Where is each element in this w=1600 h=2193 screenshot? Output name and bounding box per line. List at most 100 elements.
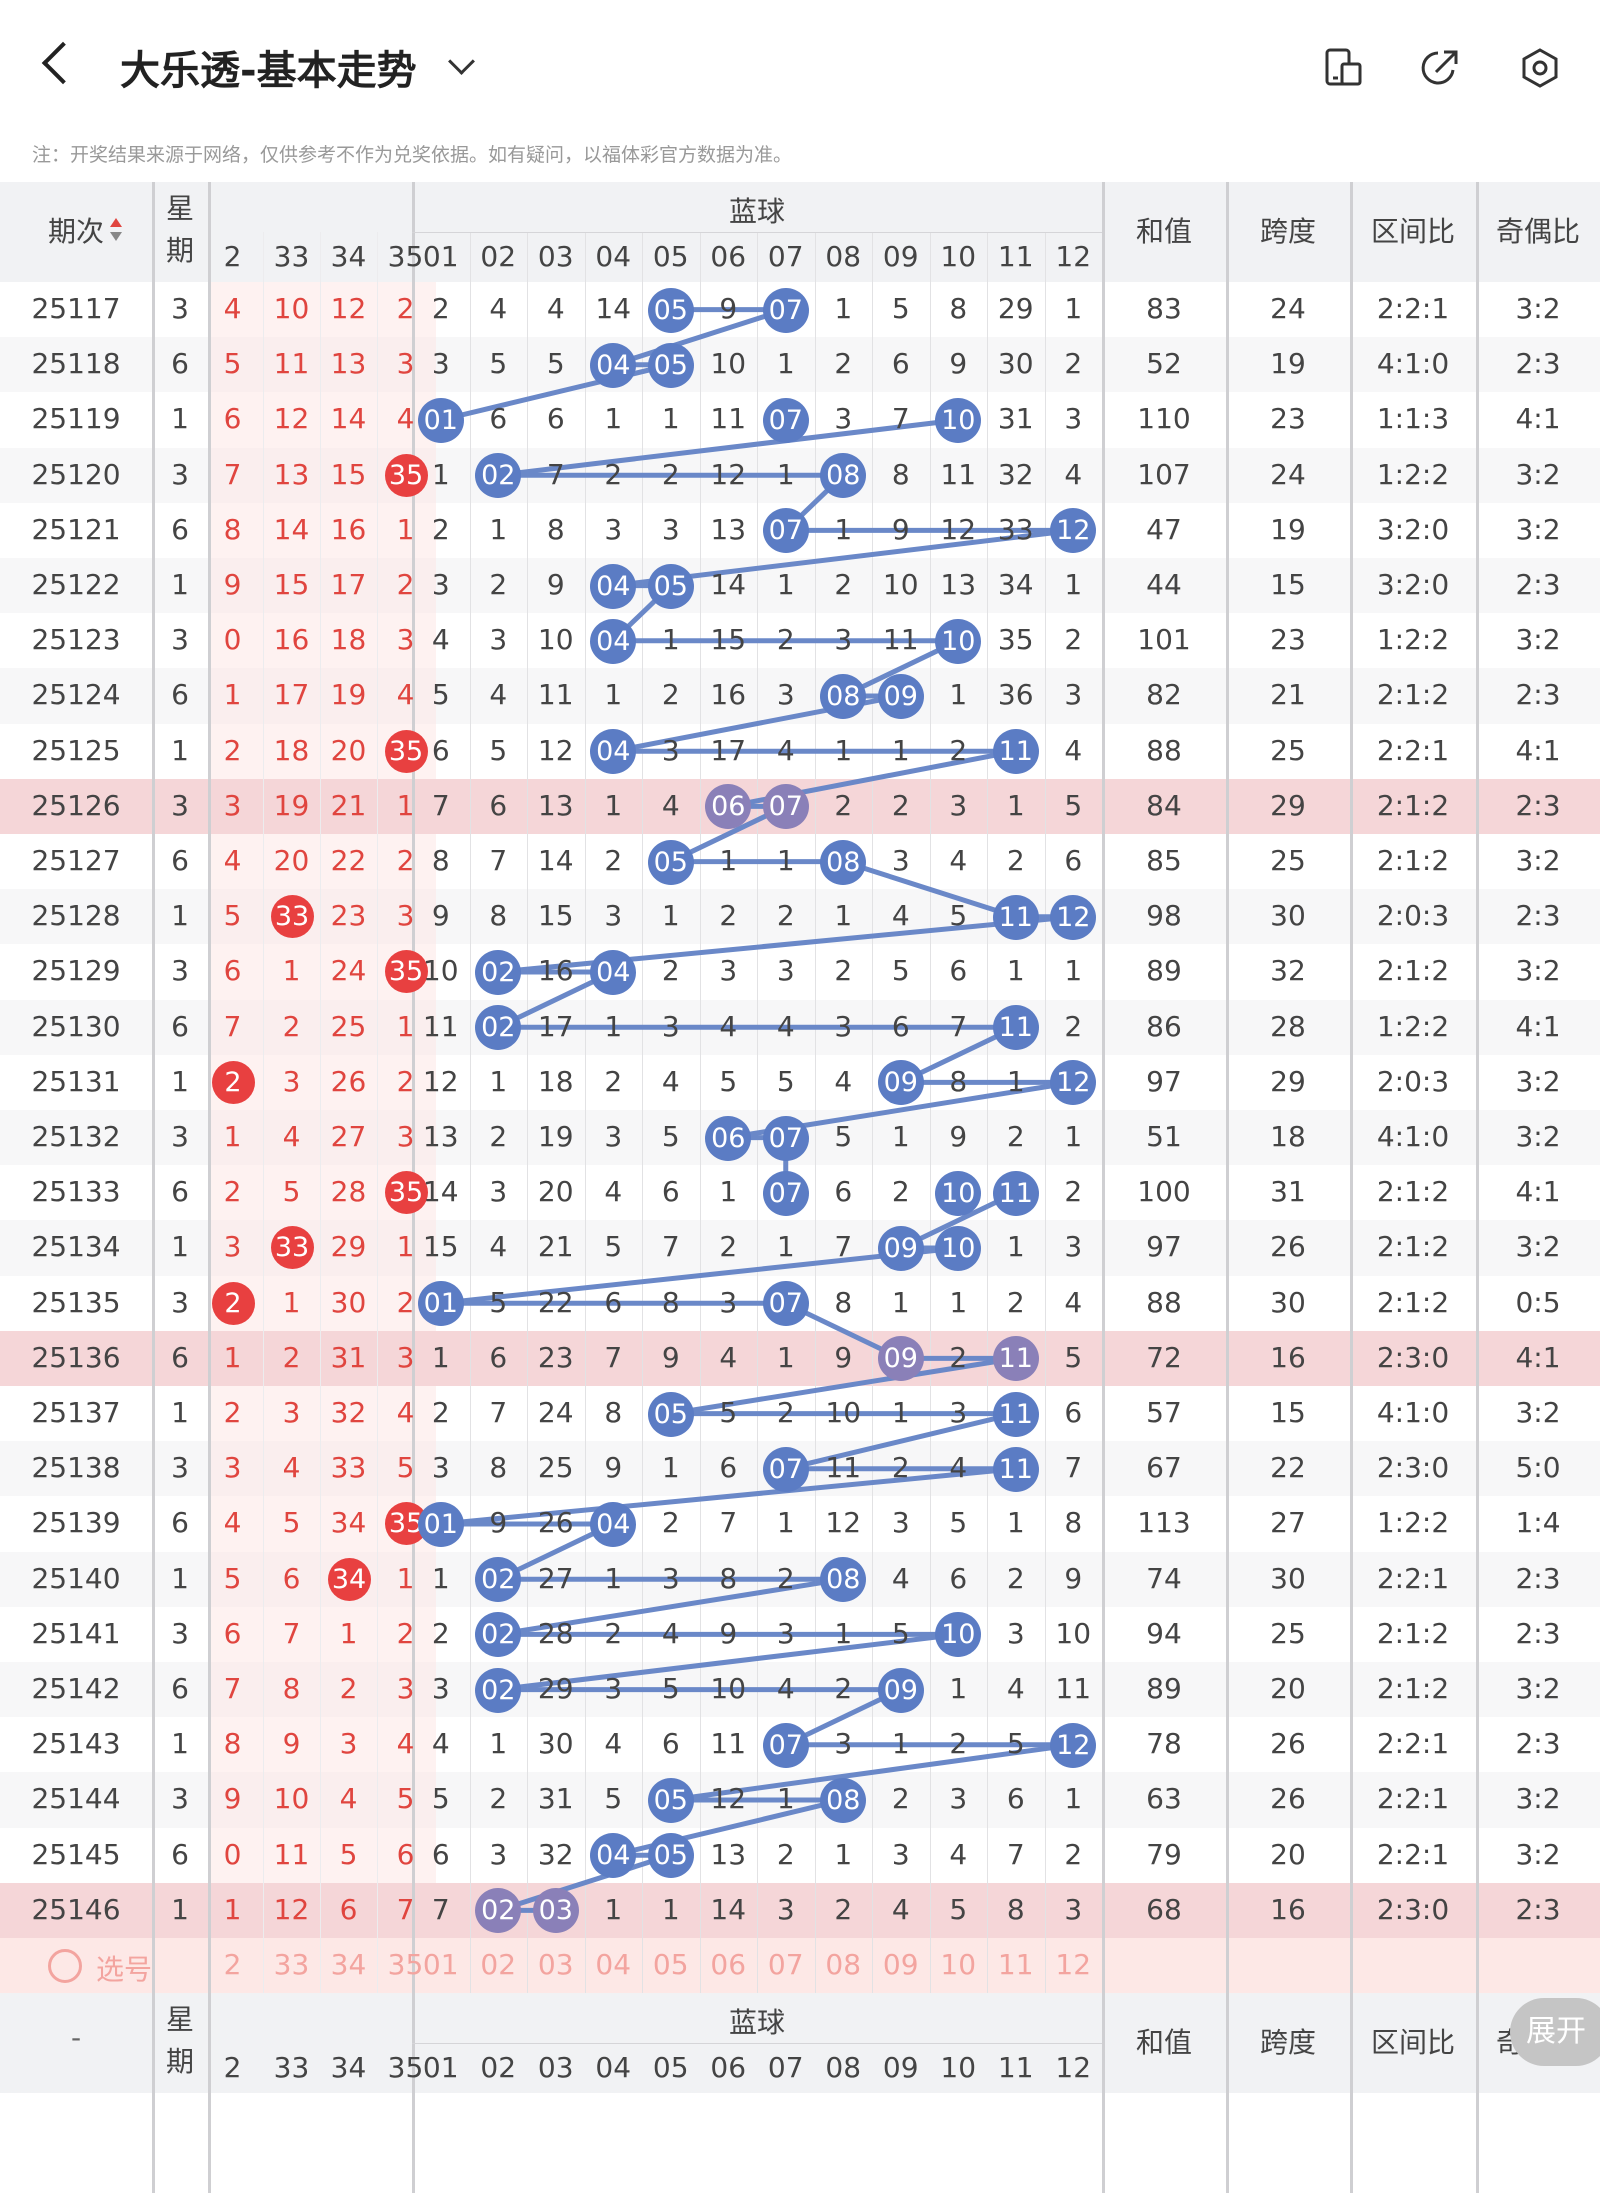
pick-red-number[interactable]: 2 bbox=[223, 1948, 242, 1981]
phone-icon[interactable] bbox=[1324, 48, 1364, 88]
blue-ball[interactable]: 02 bbox=[475, 1005, 522, 1051]
blue-ball[interactable]: 11 bbox=[992, 1391, 1039, 1437]
blue-ball[interactable]: 01 bbox=[417, 398, 464, 443]
sort-icon[interactable] bbox=[110, 232, 122, 241]
blue-ball[interactable]: 11 bbox=[992, 1336, 1039, 1382]
blue-ball[interactable]: 09 bbox=[877, 674, 924, 719]
red-ball[interactable]: 35 bbox=[384, 453, 428, 497]
blue-ball[interactable]: 05 bbox=[647, 1833, 694, 1879]
blue-ball[interactable]: 12 bbox=[1050, 1722, 1097, 1768]
blue-ball[interactable]: 07 bbox=[762, 784, 809, 830]
blue-ball[interactable]: 10 bbox=[935, 1226, 982, 1271]
pick-blue-number[interactable]: 12 bbox=[1055, 1948, 1092, 1981]
red-ball[interactable]: 35 bbox=[384, 729, 428, 773]
blue-ball[interactable]: 04 bbox=[590, 1502, 637, 1547]
blue-ball[interactable]: 10 bbox=[935, 398, 982, 443]
sort-icon[interactable] bbox=[110, 218, 122, 227]
blue-ball[interactable]: 08 bbox=[820, 453, 867, 499]
pick-red-number[interactable]: 33 bbox=[273, 1948, 310, 1981]
pick-blue-number[interactable]: 03 bbox=[537, 1948, 574, 1981]
blue-ball[interactable]: 06 bbox=[705, 784, 752, 830]
pick-blue-number[interactable]: 09 bbox=[882, 1948, 919, 1981]
blue-ball[interactable]: 02 bbox=[475, 453, 522, 499]
blue-ball[interactable]: 12 bbox=[1050, 894, 1097, 940]
settings-icon[interactable] bbox=[1520, 48, 1560, 88]
blue-ball[interactable]: 07 bbox=[762, 1115, 809, 1161]
pick-row[interactable] bbox=[0, 1938, 1600, 1994]
blue-ball[interactable]: 04 bbox=[590, 729, 637, 775]
pick-red-number[interactable]: 35 bbox=[387, 1948, 424, 1981]
blue-ball[interactable]: 07 bbox=[762, 1170, 809, 1216]
blue-ball[interactable]: 09 bbox=[877, 1667, 924, 1713]
share-icon[interactable] bbox=[1420, 48, 1460, 88]
blue-ball[interactable]: 08 bbox=[820, 1557, 867, 1603]
blue-ball[interactable]: 02 bbox=[475, 1888, 522, 1934]
red-ball[interactable]: 35 bbox=[384, 1171, 428, 1215]
pick-blue-number[interactable]: 04 bbox=[595, 1948, 632, 1981]
table-row[interactable] bbox=[0, 1330, 1600, 1386]
blue-ball[interactable]: 03 bbox=[532, 1888, 579, 1934]
red-ball[interactable]: 2 bbox=[211, 1060, 255, 1104]
blue-ball[interactable]: 02 bbox=[475, 1557, 522, 1603]
blue-ball[interactable]: 09 bbox=[877, 1336, 924, 1382]
table-row[interactable] bbox=[0, 1882, 1600, 1938]
blue-ball[interactable]: 04 bbox=[590, 342, 637, 388]
blue-ball[interactable]: 10 bbox=[935, 1170, 982, 1216]
blue-ball[interactable]: 01 bbox=[417, 1281, 464, 1327]
blue-ball[interactable]: 08 bbox=[820, 839, 867, 885]
blue-ball[interactable]: 12 bbox=[1050, 1060, 1097, 1106]
back-icon[interactable] bbox=[41, 41, 85, 85]
red-ball[interactable]: 2 bbox=[211, 1281, 255, 1325]
period-header[interactable]: 期次 bbox=[47, 215, 104, 248]
blue-ball[interactable]: 05 bbox=[647, 287, 694, 333]
blue-ball[interactable]: 08 bbox=[820, 674, 867, 719]
red-ball[interactable]: 35 bbox=[384, 950, 428, 994]
blue-ball[interactable]: 11 bbox=[992, 894, 1039, 940]
blue-ball[interactable]: 04 bbox=[590, 1833, 637, 1879]
blue-ball[interactable]: 04 bbox=[590, 950, 637, 995]
blue-ball[interactable]: 09 bbox=[877, 1226, 924, 1271]
pick-blue-number[interactable]: 06 bbox=[710, 1948, 747, 1981]
blue-ball[interactable]: 04 bbox=[590, 618, 637, 664]
red-ball[interactable]: 33 bbox=[270, 895, 314, 939]
blue-ball[interactable]: 10 bbox=[935, 1612, 982, 1658]
pick-red-number[interactable]: 34 bbox=[330, 1948, 367, 1981]
expand-button[interactable]: 展开 bbox=[1510, 1998, 1600, 2066]
blue-ball[interactable]: 07 bbox=[762, 508, 809, 554]
blue-ball[interactable]: 07 bbox=[762, 1446, 809, 1492]
select-label[interactable]: 选号 bbox=[96, 1953, 153, 1986]
select-circle-icon[interactable] bbox=[48, 1949, 82, 1983]
blue-ball[interactable]: 05 bbox=[647, 563, 694, 609]
blue-ball[interactable]: 06 bbox=[705, 1115, 752, 1161]
blue-ball[interactable]: 11 bbox=[992, 1446, 1039, 1492]
pick-blue-number[interactable]: 07 bbox=[767, 1948, 804, 1981]
pick-blue-number[interactable]: 05 bbox=[652, 1948, 689, 1981]
red-ball[interactable]: 33 bbox=[270, 1226, 314, 1270]
blue-ball[interactable]: 08 bbox=[820, 1778, 867, 1823]
blue-ball[interactable]: 02 bbox=[475, 1667, 522, 1713]
pick-blue-number[interactable]: 02 bbox=[480, 1948, 517, 1981]
blue-ball[interactable]: 05 bbox=[647, 1391, 694, 1437]
blue-ball[interactable]: 05 bbox=[647, 342, 694, 388]
pick-blue-number[interactable]: 11 bbox=[997, 1948, 1034, 1981]
blue-ball[interactable]: 04 bbox=[590, 563, 637, 609]
blue-ball[interactable]: 02 bbox=[475, 1612, 522, 1658]
blue-ball[interactable]: 10 bbox=[935, 618, 982, 664]
blue-ball[interactable]: 05 bbox=[647, 839, 694, 885]
blue-ball[interactable]: 01 bbox=[417, 1502, 464, 1547]
blue-ball[interactable]: 09 bbox=[877, 1060, 924, 1106]
blue-ball[interactable]: 07 bbox=[762, 398, 809, 443]
red-ball[interactable]: 34 bbox=[327, 1557, 371, 1601]
blue-ball[interactable]: 12 bbox=[1050, 508, 1097, 554]
page-title[interactable]: 大乐透-基本走势 bbox=[120, 48, 417, 94]
blue-ball[interactable]: 11 bbox=[992, 1170, 1039, 1216]
pick-blue-number[interactable]: 01 bbox=[422, 1948, 459, 1981]
blue-ball[interactable]: 11 bbox=[992, 729, 1039, 775]
blue-ball[interactable]: 07 bbox=[762, 1281, 809, 1327]
blue-ball[interactable]: 02 bbox=[475, 950, 522, 995]
blue-ball[interactable]: 11 bbox=[992, 1005, 1039, 1051]
chevron-down-icon[interactable] bbox=[448, 48, 475, 75]
pick-blue-number[interactable]: 08 bbox=[825, 1948, 862, 1981]
blue-ball[interactable]: 07 bbox=[762, 1722, 809, 1768]
blue-ball[interactable]: 05 bbox=[647, 1778, 694, 1823]
